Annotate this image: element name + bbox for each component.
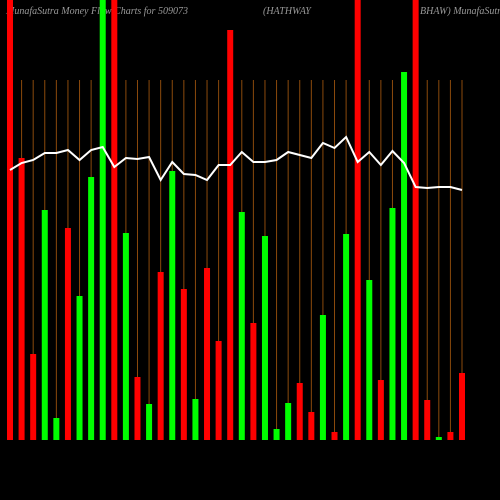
bar [285,403,292,440]
bar [366,280,373,440]
bar [180,289,187,440]
chart-subtitle: (HATHWAY [263,6,312,17]
chart-subtitle: BHAW) MunafaSutra.com [420,6,500,17]
bar [273,429,280,440]
bar [76,296,83,440]
bar [111,0,118,440]
bar [424,400,431,440]
bar [389,208,396,440]
bar [41,210,48,440]
bar [99,0,106,440]
bar [319,315,326,440]
bar [146,404,153,440]
bar [169,171,176,440]
bar [157,272,164,440]
bar [192,399,199,440]
bar [435,437,442,440]
bar [308,412,315,440]
bar [7,0,13,440]
bar [30,354,37,440]
bar [134,377,141,440]
chart-title: MunafaSutra Money Flow Charts for 509073 [5,6,188,17]
money-flow-line [9,135,463,191]
bar [64,228,71,440]
bar [447,432,454,440]
bar [296,383,303,440]
bar [261,236,268,440]
bar [122,233,129,440]
bar [459,373,465,440]
bar [53,418,60,440]
bar [204,268,211,440]
bar [401,72,408,440]
bar [88,177,95,440]
bar [238,212,245,440]
bar [18,158,25,440]
bar [250,323,257,440]
bar [331,432,338,440]
bar [412,0,419,440]
bar [227,30,234,440]
bar [343,234,350,440]
bar [377,380,384,440]
bar [354,0,361,440]
bar [215,341,222,440]
